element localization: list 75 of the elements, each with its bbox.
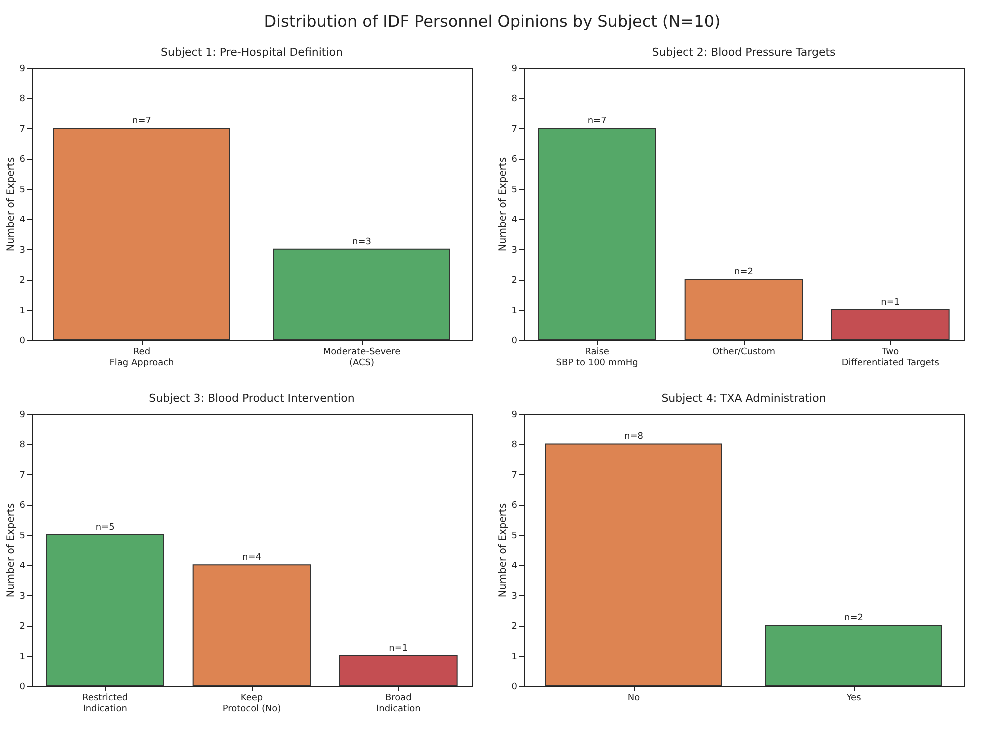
y-tick-label: 2: [512, 276, 518, 286]
data-label: n=5: [96, 522, 115, 533]
y-tick-label: 5: [512, 531, 518, 542]
x-tick-label: Other/Custom: [712, 348, 776, 358]
bar: [832, 309, 950, 340]
y-tick-label: 7: [20, 470, 26, 481]
bar: [684, 279, 804, 340]
y-tick-label: 8: [20, 440, 26, 451]
bar: [192, 564, 312, 686]
data-label: n=2: [734, 268, 754, 278]
x-tick-label: Two Differentiated Targets: [842, 348, 940, 368]
x-tick-label: Keep Protocol (No): [222, 694, 282, 714]
y-tick-label: 8: [20, 94, 26, 105]
y-tick-label: 1: [20, 652, 26, 662]
x-tick-label: Red Flag Approach: [110, 348, 174, 368]
y-tick-label: 2: [20, 276, 26, 286]
y-tick-label: 2: [20, 622, 26, 632]
bar: [538, 128, 656, 340]
x-tick-label: Raise SBP to 100 mmHg: [556, 348, 638, 368]
y-tick-label: 9: [512, 410, 518, 420]
y-tick-label: 4: [20, 562, 26, 572]
y-tick-label: 8: [512, 440, 518, 451]
y-tick-label: 3: [512, 592, 518, 602]
y-tick-label: 6: [512, 155, 518, 166]
y-tick-label: 0: [20, 682, 26, 692]
x-tick-label: No: [628, 694, 641, 704]
y-tick-label: 0: [512, 682, 518, 692]
y-tick-label: 6: [512, 501, 518, 512]
y-axis-title: Number of Experts: [498, 157, 509, 252]
chart-title: Subject 2: Blood Pressure Targets: [652, 46, 836, 59]
data-label: n=7: [132, 116, 152, 126]
y-tick-label: 9: [20, 410, 26, 420]
y-tick-label: 5: [20, 185, 26, 196]
x-tick-label: Broad Indication: [376, 694, 421, 714]
y-tick-label: 3: [512, 246, 518, 256]
y-tick-label: 5: [512, 185, 518, 196]
y-tick-label: 4: [512, 562, 518, 572]
chart-title: Subject 4: TXA Administration: [662, 392, 826, 405]
y-axis-title: Number of Experts: [498, 503, 509, 598]
y-tick-label: 4: [512, 216, 518, 226]
text: Distribution of IDF Personnel Opinions by Subject (N=10): [263, 11, 722, 33]
bar: [340, 655, 458, 686]
y-tick-label: 9: [512, 64, 518, 74]
data-label: n=1: [881, 298, 900, 308]
y-tick-label: 9: [20, 64, 26, 74]
y-tick-label: 3: [20, 592, 26, 602]
data-label: n=4: [242, 553, 262, 564]
y-tick-label: 3: [20, 246, 26, 256]
x-tick-label: Moderate-Severe (ACS): [323, 348, 402, 368]
y-tick-label: 0: [512, 336, 518, 346]
data-label: n=8: [624, 432, 644, 442]
data-label: n=3: [352, 237, 372, 248]
chart-title: Subject 1: Pre-Hospital Definition: [161, 46, 343, 59]
y-axis-title: Number of Experts: [6, 503, 17, 598]
y-tick-label: 6: [20, 155, 26, 166]
y-tick-label: 7: [512, 124, 518, 135]
data-label: n=1: [389, 644, 408, 654]
x-tick-label: Restricted Indication: [82, 694, 128, 714]
y-tick-label: 4: [20, 216, 26, 226]
y-tick-label: 0: [20, 336, 26, 346]
y-tick-label: 7: [20, 124, 26, 135]
bar: [46, 534, 164, 686]
y-tick-label: 6: [20, 501, 26, 512]
y-tick-label: 1: [512, 652, 518, 662]
x-tick-label: Yes: [846, 694, 862, 704]
y-axis-title: Number of Experts: [6, 157, 17, 252]
y-tick-label: 5: [20, 531, 26, 542]
y-tick-label: 1: [512, 306, 518, 316]
data-label: n=7: [588, 116, 607, 126]
y-tick-label: 7: [512, 470, 518, 481]
y-tick-label: 2: [512, 622, 518, 632]
chart-title: Subject 3: Blood Product Intervention: [149, 392, 355, 405]
data-label: n=2: [844, 614, 864, 624]
y-tick-label: 8: [512, 94, 518, 105]
y-tick-label: 1: [20, 306, 26, 316]
